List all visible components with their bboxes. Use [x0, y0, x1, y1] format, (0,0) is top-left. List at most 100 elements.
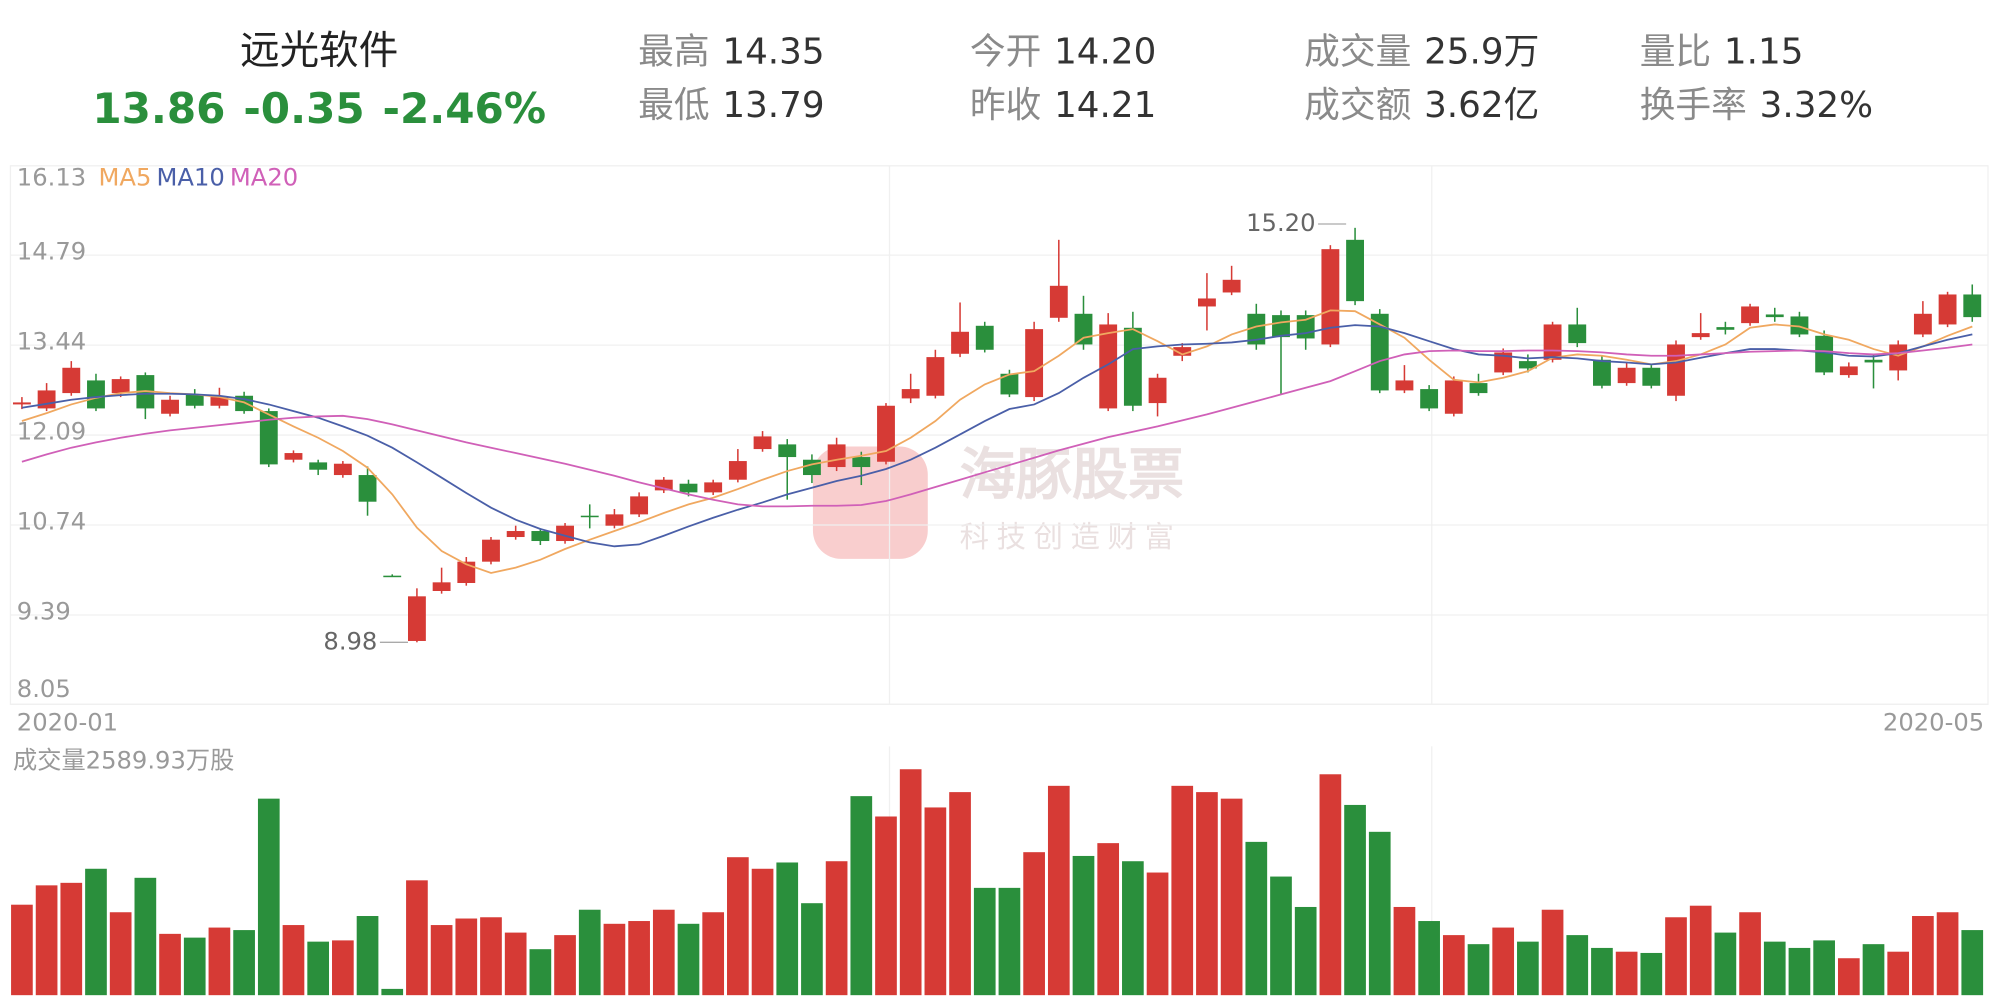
price: 13.86 — [92, 84, 225, 133]
volume-bar — [381, 988, 404, 996]
stat-value: 25.9万 — [1424, 32, 1539, 73]
candle-body — [1074, 313, 1093, 345]
candle-body — [1839, 366, 1858, 376]
candle-body — [1864, 359, 1883, 363]
candle-body — [1444, 380, 1463, 414]
volume-bar — [825, 861, 848, 996]
volume-bar — [727, 857, 749, 996]
volume-bar — [973, 887, 996, 996]
stat-value: 14.35 — [722, 32, 824, 73]
candle-body — [1568, 324, 1587, 344]
volume-bar — [751, 868, 774, 996]
stat-value: 14.21 — [1054, 85, 1156, 126]
candle-body — [975, 325, 994, 350]
stat-value: 14.20 — [1054, 32, 1156, 73]
candle-body — [605, 514, 624, 526]
candle-body — [827, 444, 846, 468]
stat: 量比 1.15 — [1640, 32, 1804, 73]
stat-label: 今开 — [970, 32, 1041, 73]
volume-bar — [1566, 935, 1589, 996]
candle-body — [951, 331, 969, 354]
candle-body — [1148, 377, 1167, 404]
volume-bar — [1270, 876, 1292, 996]
candle-body — [358, 475, 377, 502]
stat-value: 3.62亿 — [1424, 85, 1539, 126]
volume-bar — [1368, 831, 1391, 996]
volume-bar — [1665, 917, 1687, 996]
volume-bar — [1862, 944, 1885, 996]
candle-body — [111, 379, 130, 394]
candle-body — [1889, 344, 1908, 371]
candle-body — [309, 462, 328, 470]
change: -0.35 — [243, 84, 364, 133]
stat-label: 换手率 — [1640, 85, 1747, 126]
volume-bar — [11, 904, 33, 996]
volume-bar — [1171, 785, 1194, 996]
volume-bar — [554, 935, 576, 996]
volume-bar — [1344, 804, 1366, 996]
stat-value: 13.79 — [722, 85, 824, 126]
volume-bar — [1319, 774, 1342, 996]
candle-body — [161, 399, 179, 414]
candle-body — [1790, 316, 1809, 335]
stat-value: 1.15 — [1724, 32, 1804, 73]
candle-body — [407, 596, 426, 641]
volume-bar — [159, 933, 181, 996]
candle-body — [87, 380, 105, 409]
candle-body — [1123, 327, 1142, 406]
volume-bar — [628, 921, 650, 996]
candle-body — [901, 389, 920, 399]
y-tick-label: 14.79 — [17, 237, 86, 266]
candle-body — [284, 453, 303, 460]
candle-body — [679, 483, 698, 493]
candle-body — [259, 411, 278, 465]
candle-body — [1938, 294, 1957, 325]
stat-label: 量比 — [1640, 32, 1711, 73]
candle-body — [753, 436, 772, 450]
candle-body — [1099, 324, 1118, 409]
annotation: 8.98 — [323, 626, 377, 655]
volume-bar — [85, 868, 107, 996]
candle-body — [1222, 279, 1241, 293]
candle-body — [654, 479, 673, 491]
candle-body — [1370, 313, 1389, 391]
volume-bar — [1961, 930, 1984, 996]
volume-bar — [1615, 951, 1638, 996]
volume-bar — [406, 880, 428, 996]
candle-body — [1025, 329, 1044, 398]
candle-body — [1765, 314, 1784, 318]
volume-bar — [356, 916, 379, 996]
volume-bar — [1492, 927, 1515, 996]
annotation: 15.20 — [1246, 208, 1315, 237]
candle-body — [1741, 306, 1759, 324]
volume-bar — [109, 912, 132, 996]
volume-bar — [529, 949, 552, 996]
volume-bar — [603, 923, 626, 996]
volume-bar — [307, 941, 330, 996]
volume-bar — [1146, 872, 1169, 996]
candle-body — [1913, 313, 1932, 335]
legend-entry: MA5 — [98, 163, 151, 192]
stat: 今开 14.20 — [970, 32, 1156, 73]
quote: 13.86 -0.35 -2.46% — [92, 84, 546, 133]
volume-bar — [949, 792, 971, 996]
volume-bar — [455, 918, 478, 996]
ma-line — [21, 343, 1973, 508]
change-pct: -2.46% — [383, 84, 547, 133]
candle-body — [1716, 327, 1735, 330]
stat: 最高 14.35 — [638, 32, 824, 73]
volume-bar — [899, 769, 922, 996]
volume-bar — [134, 877, 157, 996]
candle-body — [1420, 389, 1439, 409]
candle-body — [1617, 367, 1636, 384]
candle-body — [580, 515, 599, 518]
candle-body — [1296, 315, 1315, 339]
candle-body — [333, 463, 352, 476]
volume-bar — [1467, 944, 1490, 996]
candle-body — [1346, 239, 1364, 302]
candle-body — [1667, 344, 1685, 396]
volume-bar — [257, 798, 280, 996]
volume-bar — [801, 903, 823, 996]
stat-label: 最高 — [638, 32, 709, 73]
